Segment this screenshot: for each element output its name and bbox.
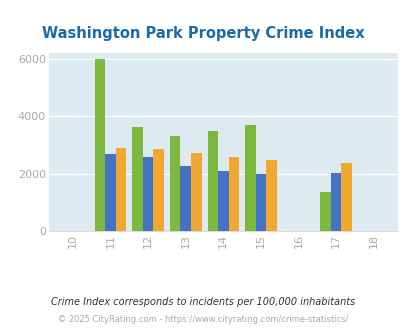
Bar [116,148,126,231]
Bar [132,127,143,231]
Bar [217,171,228,231]
Bar [153,149,164,231]
Bar [180,166,190,231]
Legend: Washington Park, Illinois, National: Washington Park, Illinois, National [81,329,365,330]
Bar [207,131,217,231]
Bar [255,174,265,231]
Bar [265,160,276,231]
Bar [170,136,180,231]
Bar [340,163,351,231]
Text: Crime Index corresponds to incidents per 100,000 inhabitants: Crime Index corresponds to incidents per… [51,297,354,307]
Bar [330,173,340,231]
Bar [190,152,201,231]
Bar [105,154,116,231]
Bar [143,157,153,231]
Bar [95,59,105,231]
Bar [320,192,330,231]
Bar [228,157,239,231]
Bar [245,125,255,231]
Text: Washington Park Property Crime Index: Washington Park Property Crime Index [42,26,363,41]
Text: © 2025 CityRating.com - https://www.cityrating.com/crime-statistics/: © 2025 CityRating.com - https://www.city… [58,315,347,324]
